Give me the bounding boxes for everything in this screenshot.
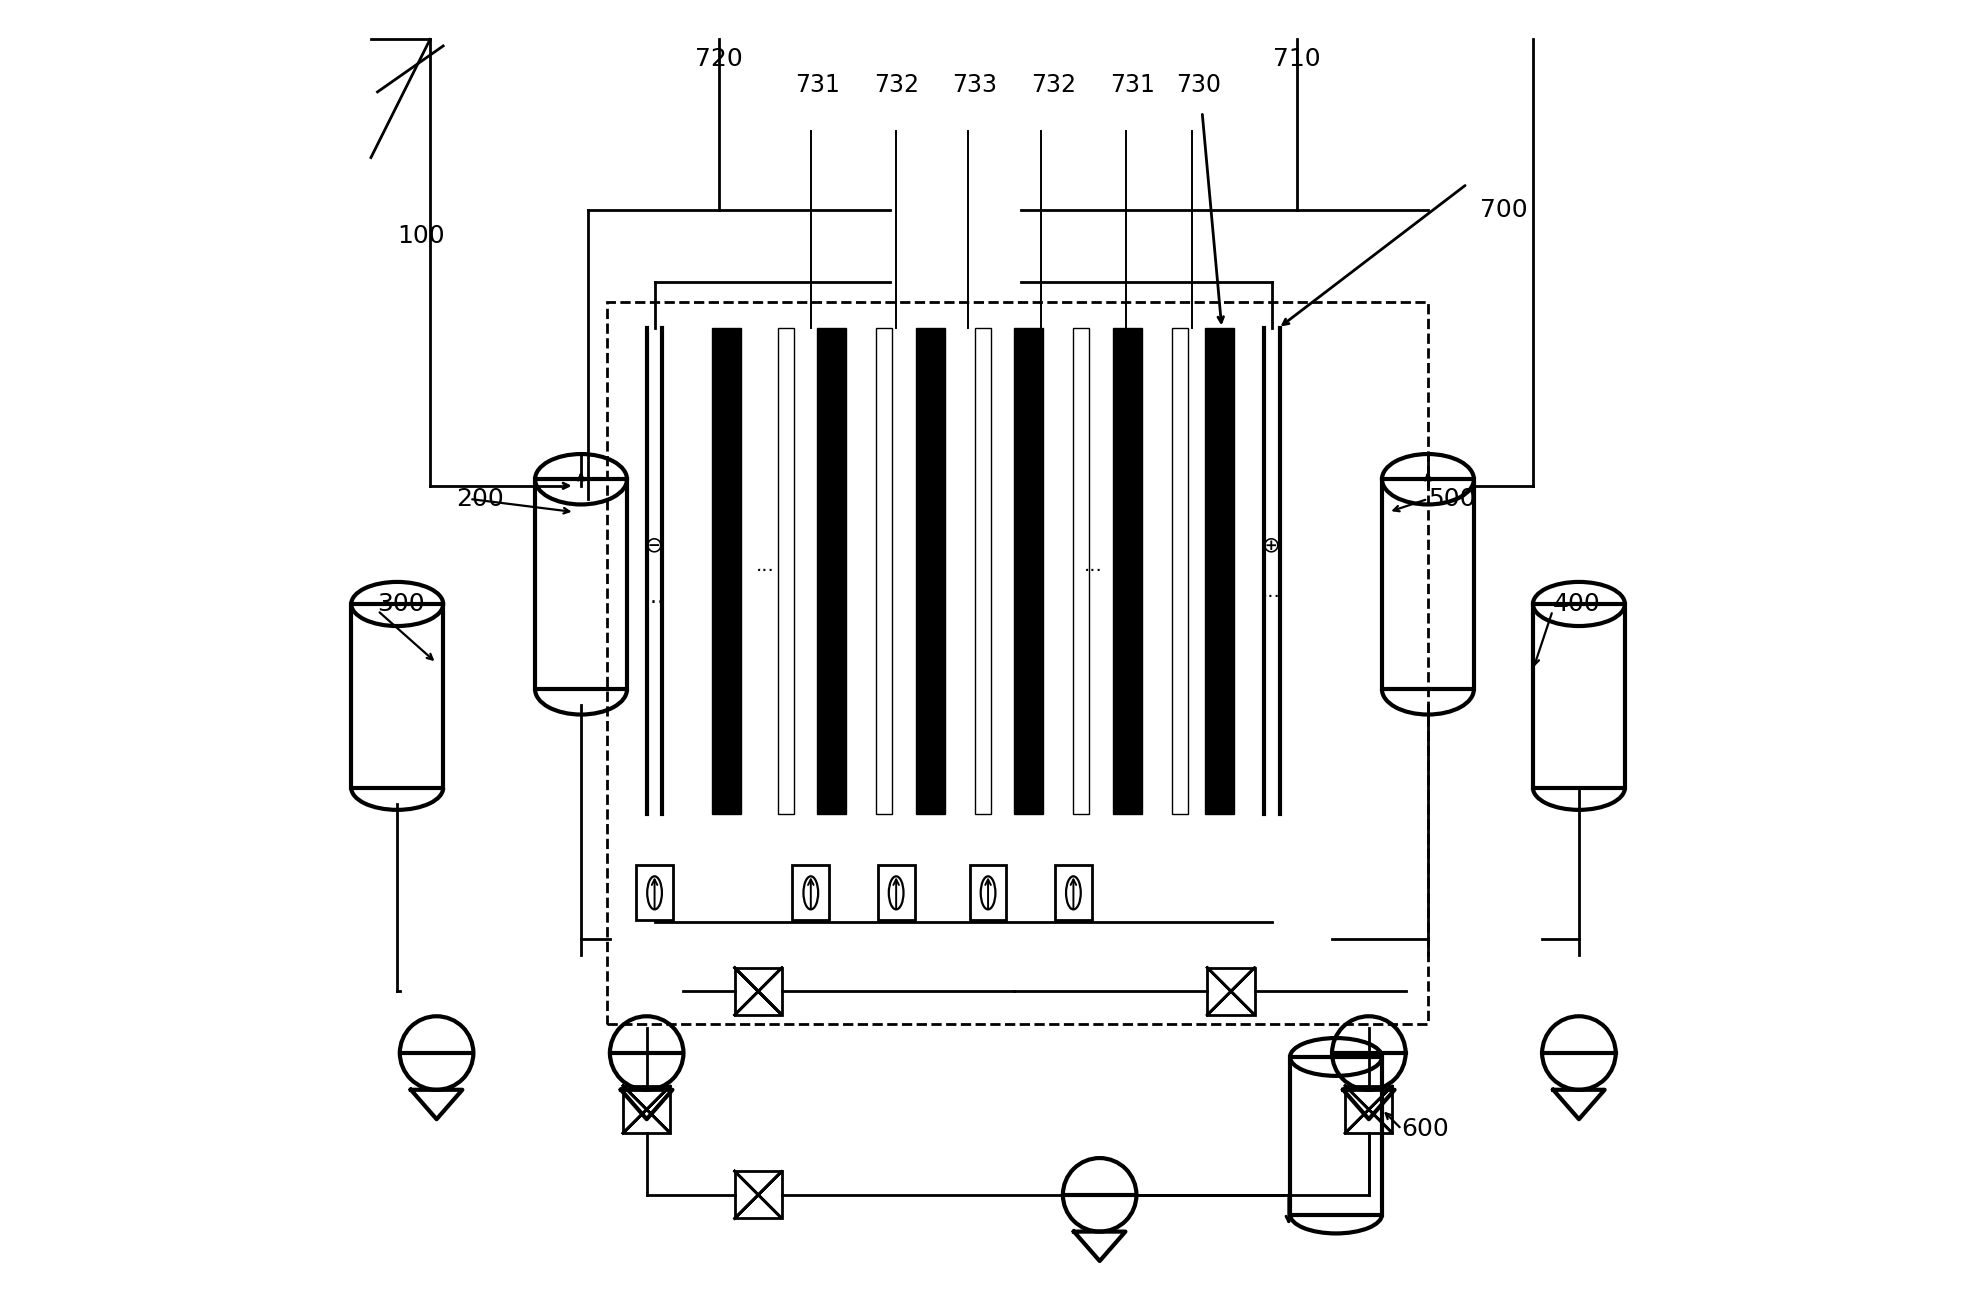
Text: 300: 300 [377, 592, 426, 616]
Text: ···: ··· [1084, 562, 1103, 580]
Text: 700: 700 [1480, 198, 1527, 222]
Text: 730: 730 [1176, 74, 1221, 97]
Text: 100: 100 [397, 225, 446, 248]
Text: 732: 732 [1031, 74, 1076, 97]
Text: ⊖: ⊖ [646, 534, 663, 555]
Text: 732: 732 [874, 74, 919, 97]
Polygon shape [1015, 328, 1042, 814]
Text: 710: 710 [1272, 47, 1321, 71]
Text: 400: 400 [1553, 592, 1600, 616]
Polygon shape [1113, 328, 1142, 814]
Polygon shape [817, 328, 846, 814]
Polygon shape [875, 328, 893, 814]
Text: 200: 200 [455, 487, 504, 511]
Text: ···: ··· [756, 562, 773, 580]
Polygon shape [777, 328, 793, 814]
Text: 731: 731 [795, 74, 840, 97]
Text: ...: ... [644, 587, 665, 608]
Polygon shape [1172, 328, 1188, 814]
Polygon shape [917, 328, 944, 814]
Text: ···: ··· [1262, 588, 1282, 607]
Polygon shape [976, 328, 991, 814]
Polygon shape [1205, 328, 1233, 814]
Text: 600: 600 [1402, 1117, 1449, 1141]
Text: 733: 733 [952, 74, 997, 97]
Text: 731: 731 [1109, 74, 1154, 97]
Text: 500: 500 [1427, 487, 1476, 511]
Text: ⊕: ⊕ [1262, 534, 1282, 555]
Text: 720: 720 [695, 47, 742, 71]
Polygon shape [713, 328, 742, 814]
Polygon shape [1074, 328, 1089, 814]
